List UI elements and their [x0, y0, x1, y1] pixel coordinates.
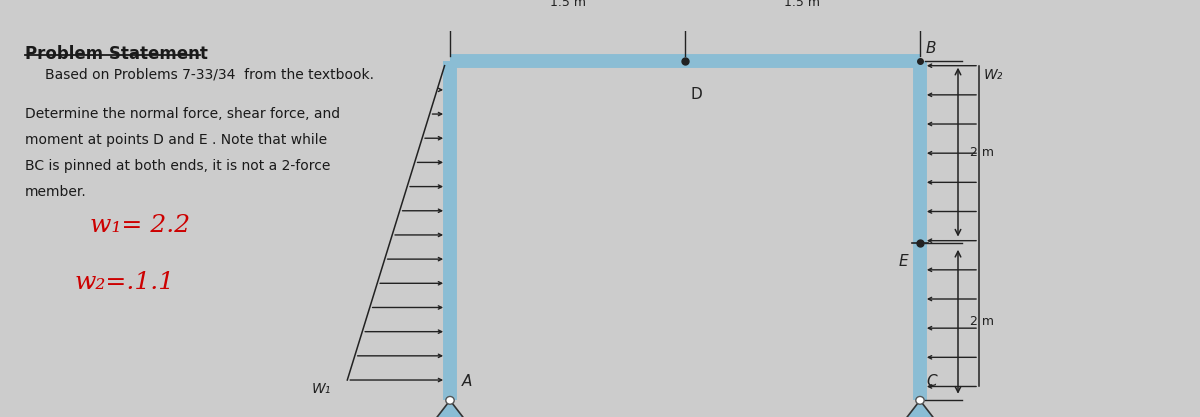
Text: D: D [690, 87, 702, 102]
Text: BC is pinned at both ends, it is not a 2-force: BC is pinned at both ends, it is not a 2… [25, 159, 330, 173]
Text: Based on Problems 7-33/34  from the textbook.: Based on Problems 7-33/34 from the textb… [46, 68, 374, 82]
Text: E: E [899, 254, 908, 269]
Text: 2 m: 2 m [970, 146, 994, 158]
Text: Determine the normal force, shear force, and: Determine the normal force, shear force,… [25, 107, 340, 121]
Circle shape [916, 397, 924, 404]
Text: moment at points D and E . Note that while: moment at points D and E . Note that whi… [25, 133, 328, 147]
Text: member.: member. [25, 185, 86, 199]
Circle shape [446, 397, 454, 404]
Text: w₂=.1.1: w₂=.1.1 [74, 271, 175, 294]
Text: B: B [926, 41, 936, 56]
Polygon shape [434, 400, 466, 417]
Text: 2 m: 2 m [970, 315, 994, 328]
Text: C: C [926, 374, 937, 389]
Text: 1.5 m: 1.5 m [550, 0, 586, 9]
Text: W₂: W₂ [984, 68, 1003, 82]
Text: W₁: W₁ [312, 382, 331, 396]
Text: 1.5 m: 1.5 m [785, 0, 821, 9]
Text: w₁= 2.2: w₁= 2.2 [90, 214, 190, 236]
Polygon shape [905, 400, 935, 417]
Text: Problem Statement: Problem Statement [25, 45, 208, 63]
Text: A: A [462, 374, 473, 389]
